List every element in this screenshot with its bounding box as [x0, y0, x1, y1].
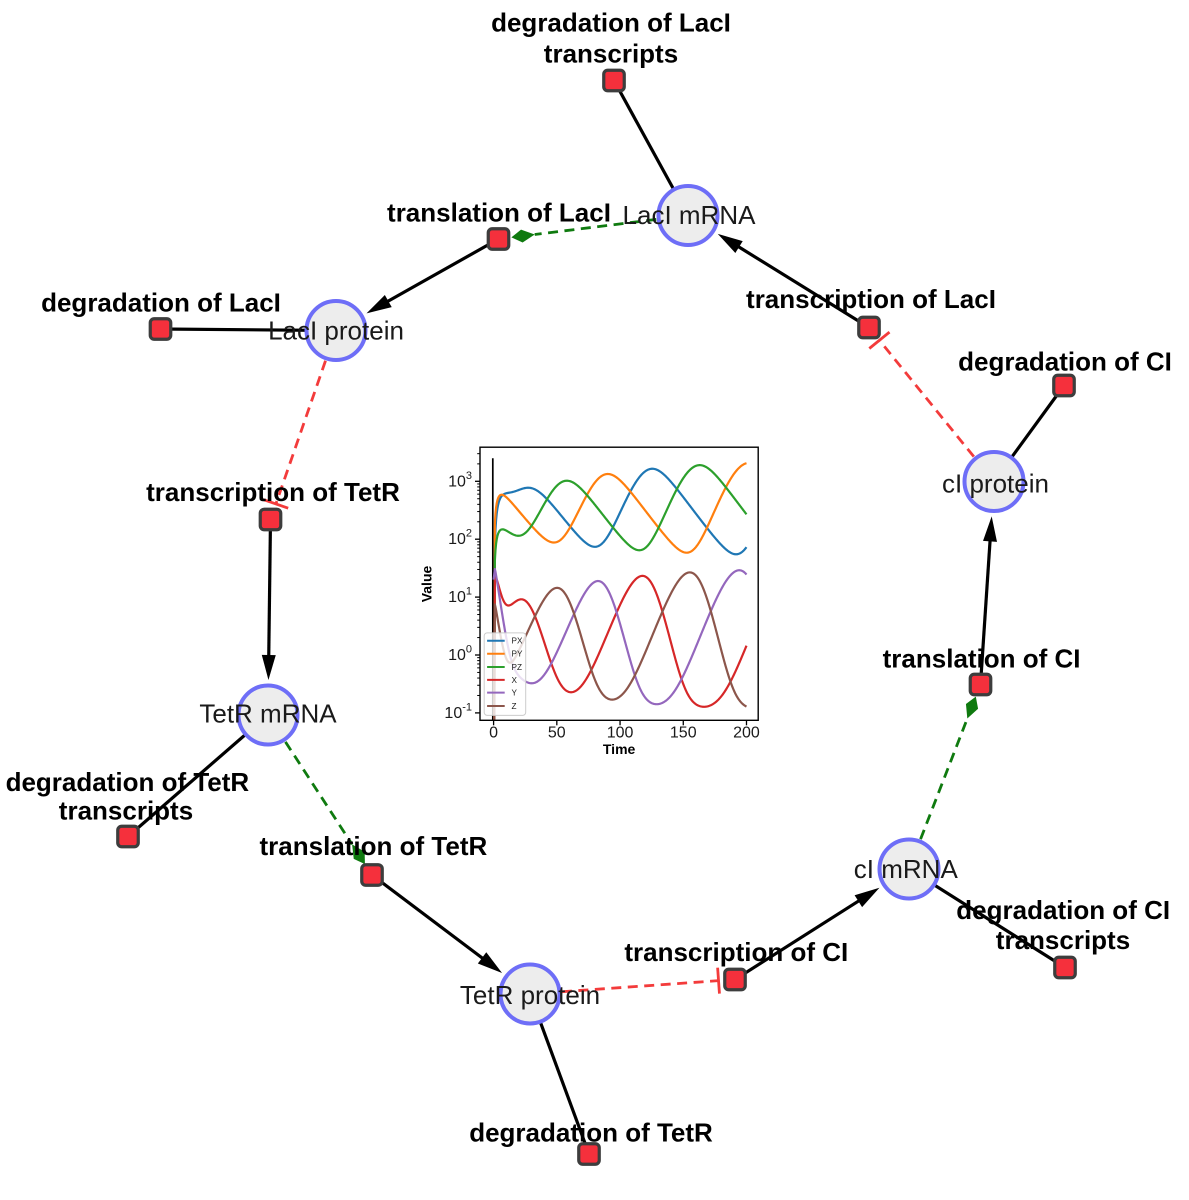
svg-text:degradation of LacI: degradation of LacI	[41, 288, 281, 318]
svg-text:100: 100	[607, 725, 634, 742]
svg-text:translation of CI: translation of CI	[883, 644, 1081, 674]
svg-text:X: X	[512, 676, 518, 685]
svg-text:PZ: PZ	[512, 663, 522, 672]
svg-text:transcription of TetR: transcription of TetR	[146, 477, 400, 507]
svg-text:TetR protein: TetR protein	[460, 980, 600, 1010]
svg-text:transcripts: transcripts	[544, 39, 678, 69]
svg-text:Z: Z	[512, 702, 517, 711]
svg-text:transcripts: transcripts	[59, 795, 193, 825]
svg-text:200: 200	[733, 725, 760, 742]
svg-text:degradation of LacI: degradation of LacI	[491, 8, 731, 38]
svg-text:Value: Value	[419, 566, 435, 603]
svg-text:150: 150	[670, 725, 697, 742]
svg-text:degradation of TetR: degradation of TetR	[469, 1117, 713, 1147]
svg-text:cI mRNA: cI mRNA	[854, 854, 959, 884]
svg-text:degradation of TetR: degradation of TetR	[6, 767, 250, 797]
svg-text:cI protein: cI protein	[942, 469, 1049, 499]
svg-text:translation of LacI: translation of LacI	[387, 198, 611, 228]
svg-text:degradation of CI: degradation of CI	[958, 347, 1172, 377]
svg-text:TetR mRNA: TetR mRNA	[199, 699, 337, 729]
svg-text:50: 50	[548, 725, 566, 742]
svg-text:transcription of CI: transcription of CI	[624, 937, 848, 967]
svg-text:translation of TetR: translation of TetR	[260, 831, 488, 861]
svg-text:Time: Time	[603, 741, 636, 757]
svg-text:LacI mRNA: LacI mRNA	[623, 200, 757, 230]
svg-text:transcription of LacI: transcription of LacI	[746, 284, 996, 314]
svg-text:transcripts: transcripts	[996, 925, 1130, 955]
svg-text:0: 0	[489, 725, 498, 742]
svg-text:Y: Y	[512, 689, 518, 698]
svg-text:degradation of CI: degradation of CI	[956, 895, 1170, 925]
svg-text:PY: PY	[512, 650, 523, 659]
svg-text:LacI protein: LacI protein	[268, 316, 404, 346]
svg-text:PX: PX	[512, 637, 523, 646]
